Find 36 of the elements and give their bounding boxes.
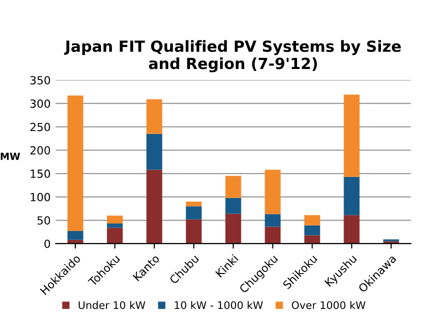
bar — [146, 99, 162, 134]
y-tick-label: 100 — [30, 192, 50, 202]
bar — [106, 224, 123, 228]
y-tick-label: 350 — [30, 76, 50, 84]
bar — [264, 226, 281, 244]
y-tick-label: 50 — [38, 216, 50, 225]
bar — [146, 134, 162, 170]
bar — [106, 216, 123, 224]
bar — [186, 219, 202, 244]
bar — [344, 215, 360, 244]
bar — [344, 94, 360, 177]
bar — [344, 176, 360, 216]
y-tick-label: 200 — [30, 146, 50, 155]
legend-label: Over 1000 kW — [292, 301, 366, 310]
bar — [304, 225, 320, 236]
bar — [304, 215, 320, 226]
y-tick-label: 300 — [30, 99, 50, 108]
bar — [106, 228, 123, 244]
y-tick-label: 150 — [30, 170, 50, 178]
bar — [67, 231, 84, 240]
bar — [225, 198, 242, 214]
legend-label: 10 kW - 1000 kW — [174, 301, 263, 310]
y-tick-label: 250 — [30, 122, 50, 132]
bar — [146, 170, 162, 244]
bar — [186, 202, 202, 206]
bar — [264, 170, 281, 214]
y-tick-label: 0 — [44, 240, 50, 248]
bar — [225, 176, 242, 198]
chart-title: Japan FIT Qualified PV Systems by Size and Region (7-9'12) — [64, 40, 401, 72]
y-axis-title: MW — [0, 152, 20, 160]
bar — [264, 214, 281, 227]
bar — [304, 235, 320, 244]
bar — [186, 206, 202, 220]
bar — [67, 96, 84, 231]
bar — [225, 214, 242, 244]
legend-label: Under 10 kW — [78, 301, 146, 310]
